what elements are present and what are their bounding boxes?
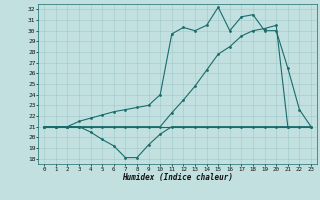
X-axis label: Humidex (Indice chaleur): Humidex (Indice chaleur) xyxy=(122,173,233,182)
